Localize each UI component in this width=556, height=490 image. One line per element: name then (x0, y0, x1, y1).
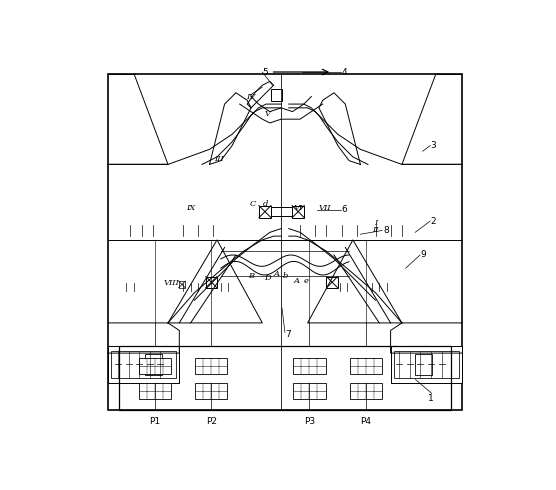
Text: B: B (248, 272, 254, 280)
Text: C: C (250, 200, 256, 208)
Bar (271, 207, 292, 216)
Bar (259, 206, 271, 218)
Text: III: III (214, 155, 224, 163)
Text: 2: 2 (430, 217, 436, 225)
Bar (391, 345, 462, 383)
Text: VI: VI (294, 204, 303, 212)
Bar (139, 358, 171, 374)
Text: VIII: VIII (164, 279, 180, 287)
Text: I: I (374, 219, 377, 227)
Bar (271, 89, 282, 101)
Text: P4: P4 (361, 416, 371, 425)
Text: D: D (265, 273, 271, 282)
Bar (294, 358, 325, 374)
Bar (415, 354, 432, 374)
Text: e: e (304, 277, 309, 285)
Text: P1: P1 (149, 416, 160, 425)
Text: II: II (373, 226, 379, 235)
Bar (178, 281, 185, 288)
Bar (350, 383, 382, 399)
Bar (195, 358, 227, 374)
Bar (394, 351, 459, 378)
Bar (111, 351, 176, 378)
Bar (350, 358, 382, 374)
Text: V: V (265, 109, 271, 118)
Text: 8: 8 (383, 226, 389, 235)
Text: 1: 1 (428, 394, 434, 403)
Text: VII: VII (319, 204, 331, 212)
Text: 3: 3 (430, 141, 436, 150)
Text: 7: 7 (285, 330, 291, 339)
Bar (206, 276, 217, 288)
Bar (108, 345, 179, 383)
Text: IX: IX (186, 204, 195, 212)
Text: IV: IV (246, 93, 256, 100)
Text: 9: 9 (421, 250, 426, 260)
Bar (139, 383, 171, 399)
Text: A: A (293, 277, 299, 285)
Text: d: d (262, 200, 268, 208)
Text: P2: P2 (206, 416, 217, 425)
Text: A: A (274, 270, 280, 278)
Text: 5: 5 (262, 68, 268, 76)
Bar (292, 206, 304, 218)
Bar (195, 383, 227, 399)
Bar (326, 276, 338, 288)
Bar (119, 345, 451, 410)
Text: P3: P3 (304, 416, 315, 425)
Bar (108, 74, 462, 410)
Bar (294, 383, 325, 399)
Text: 6: 6 (341, 205, 348, 214)
Text: b: b (283, 272, 289, 280)
Text: 4: 4 (341, 68, 347, 76)
Bar (145, 354, 162, 374)
